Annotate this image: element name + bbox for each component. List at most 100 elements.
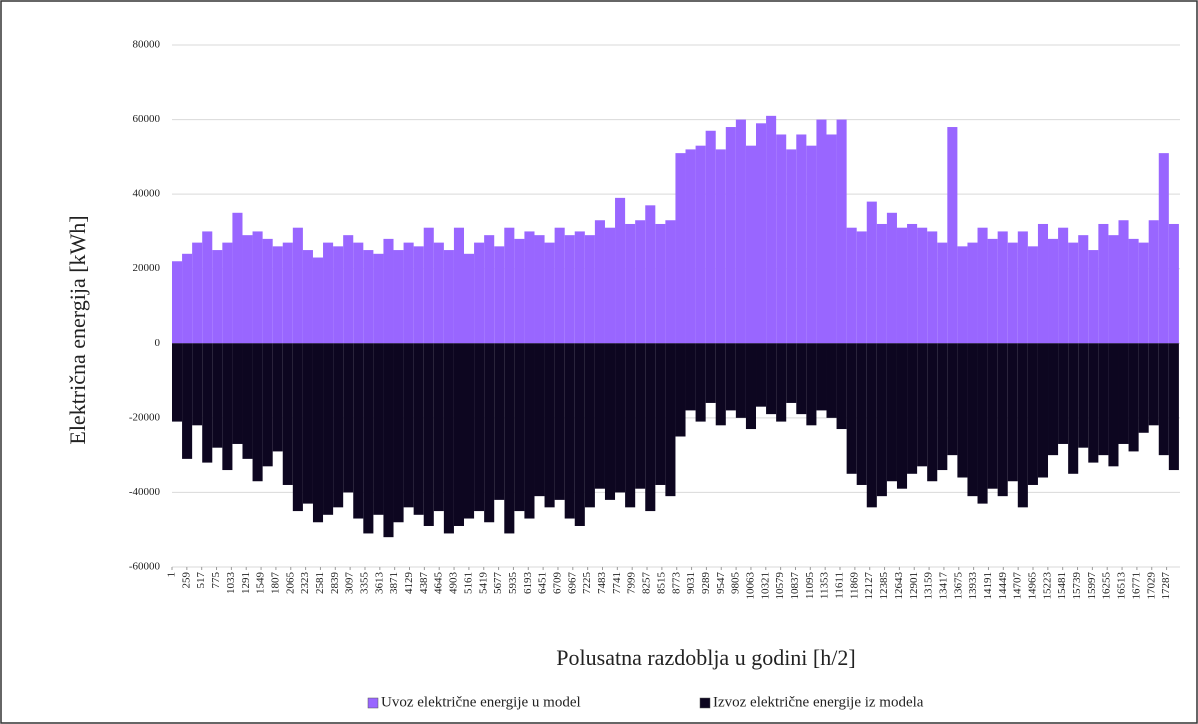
- bar: [715, 343, 726, 426]
- bar: [192, 242, 203, 344]
- x-tick-label: 2581: [314, 572, 326, 594]
- bar: [1037, 223, 1049, 344]
- bar: [1118, 220, 1129, 344]
- x-tick-label: 12901: [908, 572, 920, 600]
- bar: [836, 119, 847, 344]
- bar: [1108, 343, 1119, 467]
- bar: [252, 343, 263, 482]
- bar: [866, 343, 877, 508]
- x-tick-label: 1033: [225, 572, 237, 595]
- x-axis-title: Polusatna razdoblja u godini [h/2]: [556, 645, 855, 670]
- bar: [1007, 242, 1018, 344]
- x-tick-label: 775: [210, 572, 222, 589]
- bar: [232, 343, 243, 444]
- bar: [796, 343, 807, 415]
- x-tick-label: 9547: [715, 572, 727, 595]
- bar: [816, 119, 827, 344]
- x-tick-label: 10579: [774, 572, 786, 600]
- bar: [655, 343, 666, 485]
- bar: [554, 343, 565, 500]
- bar: [363, 343, 374, 534]
- x-tick-label: 1549: [255, 572, 267, 595]
- bar: [806, 343, 817, 426]
- x-tick-label: 11353: [819, 572, 831, 600]
- bar: [272, 343, 283, 452]
- bar: [212, 250, 223, 344]
- bar: [1168, 223, 1179, 344]
- bar: [725, 343, 736, 411]
- bar: [524, 231, 535, 344]
- bar: [474, 343, 485, 512]
- bar: [292, 343, 303, 512]
- x-tick-label: 5419: [477, 572, 489, 595]
- bar: [1098, 223, 1109, 344]
- x-tick-label: 3355: [359, 572, 371, 595]
- bar: [373, 343, 384, 515]
- y-tick-label: -60000: [129, 561, 161, 573]
- x-tick-label: 16255: [1101, 572, 1113, 600]
- x-tick-label: 7225: [581, 572, 593, 595]
- bar: [645, 205, 656, 344]
- bar: [685, 149, 696, 344]
- bar: [1168, 343, 1179, 471]
- bar: [514, 238, 525, 344]
- bar: [1007, 343, 1018, 482]
- bar: [172, 343, 183, 422]
- bar: [1037, 343, 1049, 478]
- bar: [957, 246, 968, 344]
- bar: [182, 253, 193, 344]
- x-tick-label: 8773: [670, 572, 682, 595]
- x-tick-label: 14965: [1027, 572, 1039, 600]
- x-tick-label: 4387: [418, 572, 430, 595]
- bar: [282, 242, 293, 344]
- bar: [192, 343, 203, 426]
- bar: [222, 242, 233, 344]
- bar: [705, 343, 716, 403]
- x-tick-label: 14191: [982, 572, 994, 600]
- x-tick-label: 4129: [403, 572, 415, 595]
- x-tick-label: 2065: [284, 572, 296, 595]
- bar: [564, 343, 575, 519]
- bar: [403, 242, 414, 344]
- bar: [745, 145, 757, 344]
- bar: [695, 145, 706, 344]
- bar: [846, 227, 857, 344]
- bar: [353, 343, 364, 519]
- x-tick-label: 2839: [329, 572, 341, 595]
- x-tick-label: 5935: [507, 572, 519, 595]
- bar: [937, 343, 948, 471]
- x-tick-label: 16513: [1116, 572, 1128, 600]
- legend-swatch: [367, 697, 379, 709]
- x-tick-label: 15739: [1071, 572, 1083, 600]
- bar: [544, 242, 555, 344]
- bar: [917, 343, 928, 467]
- bar: [876, 223, 887, 344]
- bar: [262, 343, 273, 467]
- x-tick-label: 14449: [997, 572, 1009, 600]
- bar: [816, 343, 827, 411]
- bar: [615, 197, 626, 344]
- bar: [272, 246, 283, 344]
- x-tick-label: 13933: [967, 572, 979, 600]
- bar: [323, 242, 334, 344]
- x-tick-label: 517: [195, 572, 207, 589]
- bar: [212, 343, 223, 448]
- bar: [967, 242, 978, 344]
- x-tick-label: 17029: [1145, 572, 1157, 600]
- bar: [222, 343, 233, 471]
- bar: [544, 343, 555, 508]
- bar: [866, 201, 877, 344]
- bar: [1068, 343, 1079, 474]
- y-tick-label: 0: [155, 337, 161, 349]
- bar: [413, 246, 424, 344]
- x-tick-label: 3871: [388, 572, 400, 594]
- bar: [1027, 246, 1038, 344]
- x-tick-label: 15481: [1056, 572, 1068, 600]
- x-tick-label: 1807: [269, 572, 281, 595]
- bar: [735, 119, 746, 344]
- legend-swatch: [699, 697, 711, 709]
- bar: [302, 343, 313, 504]
- x-tick-label: 13417: [937, 572, 949, 600]
- bar: [534, 343, 545, 497]
